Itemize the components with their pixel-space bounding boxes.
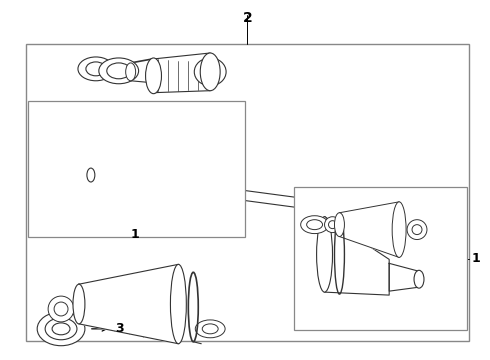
Ellipse shape [431,274,457,290]
Ellipse shape [48,296,74,322]
Ellipse shape [335,213,344,237]
Bar [294,187,466,330]
Polygon shape [153,53,210,93]
Polygon shape [340,202,399,257]
Ellipse shape [202,324,218,334]
Ellipse shape [195,58,226,86]
Ellipse shape [73,284,85,324]
Ellipse shape [125,63,136,81]
Ellipse shape [392,202,406,257]
Ellipse shape [78,57,114,81]
Text: 3: 3 [115,322,123,336]
Ellipse shape [45,318,77,340]
Text: 1: 1 [131,228,140,241]
Ellipse shape [37,312,85,346]
Ellipse shape [412,225,422,235]
Bar [26,44,469,341]
Ellipse shape [301,216,328,234]
Ellipse shape [87,168,95,182]
Ellipse shape [54,302,68,316]
Ellipse shape [328,221,337,229]
Ellipse shape [99,58,139,84]
Ellipse shape [146,58,162,94]
Ellipse shape [422,268,466,296]
Text: 2: 2 [243,11,252,25]
Ellipse shape [307,220,322,230]
Ellipse shape [107,63,131,79]
Ellipse shape [171,264,186,344]
Ellipse shape [324,217,341,233]
Polygon shape [79,264,178,344]
Ellipse shape [196,320,225,338]
Text: 1: 1 [471,252,480,265]
Polygon shape [389,264,419,291]
Ellipse shape [52,323,70,335]
Ellipse shape [200,53,220,91]
Ellipse shape [317,217,333,292]
Bar [28,102,245,237]
Polygon shape [90,170,390,220]
Ellipse shape [86,62,106,76]
Polygon shape [324,217,389,295]
Ellipse shape [414,270,424,288]
Ellipse shape [407,220,427,239]
